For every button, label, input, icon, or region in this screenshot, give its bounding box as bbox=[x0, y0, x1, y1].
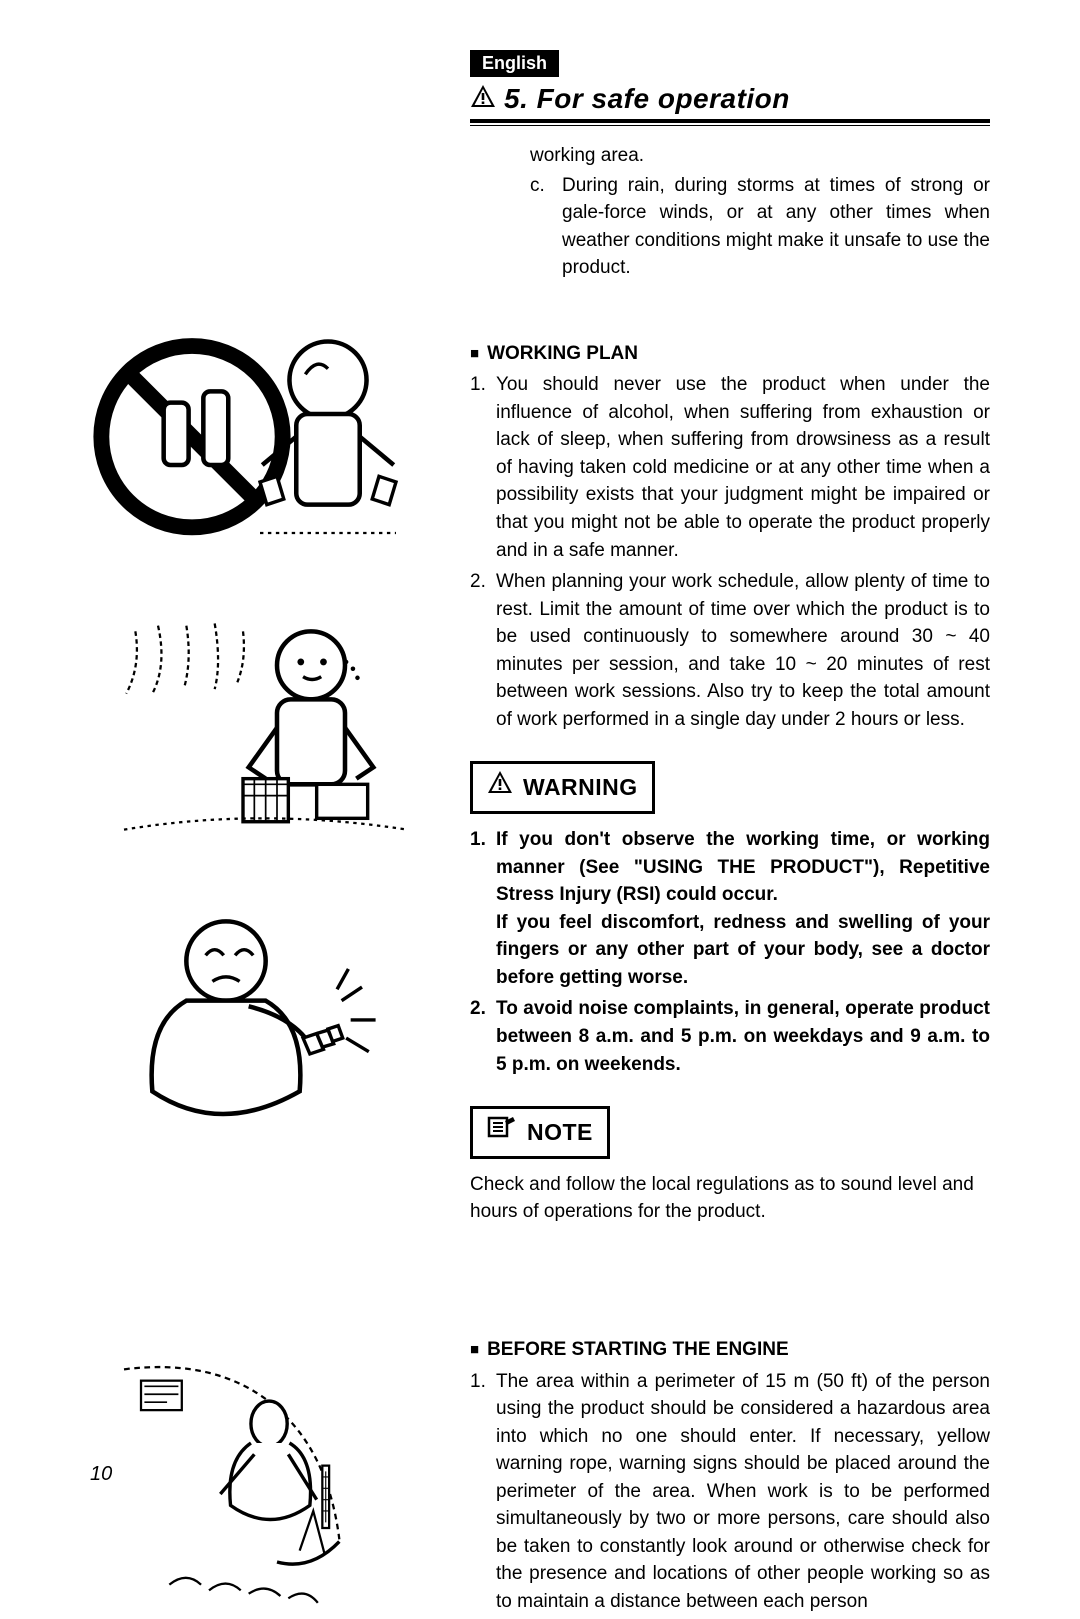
item-number: 1. bbox=[470, 371, 490, 564]
illustration-no-alcohol bbox=[90, 312, 430, 573]
intro-c-text: During rain, during storms at times of s… bbox=[562, 172, 990, 282]
square-bullet-icon: ■ bbox=[470, 343, 479, 365]
right-column: working area. c. During rain, during sto… bbox=[470, 142, 990, 1619]
item-text: You should never use the product when un… bbox=[496, 371, 990, 564]
warning-triangle-icon bbox=[470, 84, 496, 115]
working-plan-list: 1. You should never use the product when… bbox=[470, 371, 990, 733]
item-number: 2. bbox=[470, 995, 490, 1078]
note-text: Check and follow the local regulations a… bbox=[470, 1171, 990, 1226]
item-text: If you don't observe the working time, o… bbox=[496, 826, 990, 991]
note-label: NOTE bbox=[527, 1116, 593, 1149]
item-number: 1. bbox=[470, 1368, 490, 1616]
warning-item-2: 2. To avoid noise complaints, in general… bbox=[470, 995, 990, 1078]
warning-box: WARNING bbox=[470, 761, 655, 814]
illustration-fatigue bbox=[90, 603, 430, 864]
warning-item-1: 1. If you don't observe the working time… bbox=[470, 826, 990, 991]
before-start-list: 1. The area within a perimeter of 15 m (… bbox=[470, 1368, 990, 1616]
working-plan-heading-text: WORKING PLAN bbox=[487, 340, 638, 368]
illustration-hand-pain bbox=[90, 893, 430, 1154]
item-text: To avoid noise complaints, in general, o… bbox=[496, 995, 990, 1078]
rule-thick bbox=[470, 119, 990, 123]
working-plan-item-1: 1. You should never use the product when… bbox=[470, 371, 990, 564]
before-start-heading-text: BEFORE STARTING THE ENGINE bbox=[487, 1336, 789, 1364]
rule-thin bbox=[470, 125, 990, 126]
language-badge: English bbox=[470, 50, 559, 77]
illustration-perimeter bbox=[90, 1324, 430, 1619]
item-text: The area within a perimeter of 15 m (50 … bbox=[496, 1368, 990, 1616]
intro-line: working area. bbox=[530, 142, 990, 170]
section-title: 5. For safe operation bbox=[504, 83, 790, 115]
before-start-heading: ■ BEFORE STARTING THE ENGINE bbox=[470, 1336, 990, 1364]
item-text: When planning your work schedule, allow … bbox=[496, 568, 990, 733]
intro-item-c: c. During rain, during storms at times o… bbox=[530, 172, 990, 282]
note-box: NOTE bbox=[470, 1106, 610, 1159]
page: English 5. For safe operation bbox=[0, 0, 1080, 1526]
warning-triangle-icon bbox=[487, 770, 513, 805]
section-title-row: 5. For safe operation bbox=[470, 83, 990, 115]
warning-label: WARNING bbox=[523, 771, 638, 804]
page-number: 10 bbox=[90, 1463, 112, 1486]
item-number: 2. bbox=[470, 568, 490, 733]
working-plan-heading: ■ WORKING PLAN bbox=[470, 340, 990, 368]
item-number: 1. bbox=[470, 826, 490, 991]
columns: working area. c. During rain, during sto… bbox=[90, 142, 990, 1619]
before-start-item-1: 1. The area within a perimeter of 15 m (… bbox=[470, 1368, 990, 1616]
warn1-a: If you don't observe the working time, o… bbox=[496, 829, 990, 905]
warn1-b: If you feel discomfort, redness and swel… bbox=[496, 912, 990, 988]
note-icon bbox=[487, 1115, 517, 1150]
left-column bbox=[90, 142, 430, 1619]
intro-continuation: working area. c. During rain, during sto… bbox=[530, 142, 990, 282]
warning-list: 1. If you don't observe the working time… bbox=[470, 826, 990, 1078]
header: English 5. For safe operation bbox=[470, 50, 990, 126]
square-bullet-icon: ■ bbox=[470, 1339, 479, 1361]
intro-c-label: c. bbox=[530, 172, 552, 282]
working-plan-item-2: 2. When planning your work schedule, all… bbox=[470, 568, 990, 733]
